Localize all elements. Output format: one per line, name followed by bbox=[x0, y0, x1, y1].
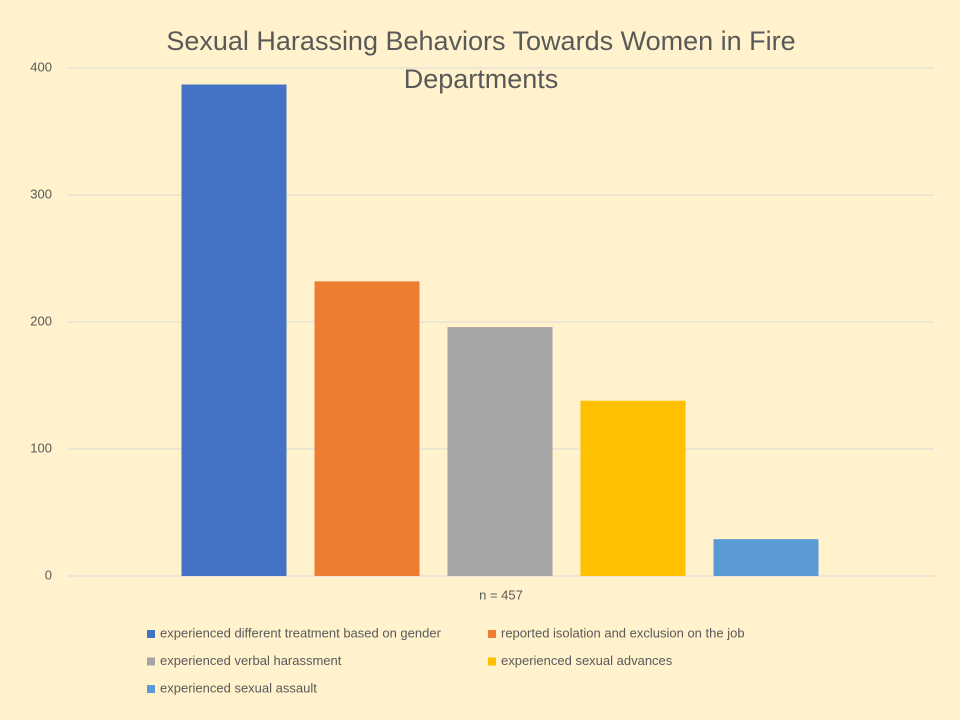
legend-marker bbox=[147, 657, 155, 666]
y-tick-label: 0 bbox=[45, 567, 52, 582]
legend-label: experienced sexual advances bbox=[501, 653, 673, 668]
bar bbox=[314, 281, 420, 576]
bar bbox=[447, 327, 553, 576]
legend-marker bbox=[147, 685, 155, 693]
legend-marker bbox=[488, 630, 496, 638]
x-tick-label: n = 457 bbox=[479, 587, 523, 602]
bar bbox=[580, 400, 686, 576]
legend-label: experienced sexual assault bbox=[160, 680, 317, 695]
y-tick-label: 400 bbox=[30, 59, 52, 74]
legend-label: experienced different treatment based on… bbox=[160, 625, 442, 640]
chart-title: Sexual Harassing Behaviors Towards Women… bbox=[166, 26, 796, 94]
bar bbox=[713, 539, 819, 576]
legend-label: experienced verbal harassment bbox=[160, 653, 342, 668]
y-tick-label: 100 bbox=[30, 440, 52, 455]
legend-marker bbox=[147, 630, 155, 638]
legend-label: reported isolation and exclusion on the … bbox=[501, 625, 745, 640]
bar bbox=[181, 84, 287, 576]
y-tick-label: 300 bbox=[30, 186, 52, 201]
legend-marker bbox=[488, 657, 496, 666]
y-tick-label: 200 bbox=[30, 313, 52, 328]
